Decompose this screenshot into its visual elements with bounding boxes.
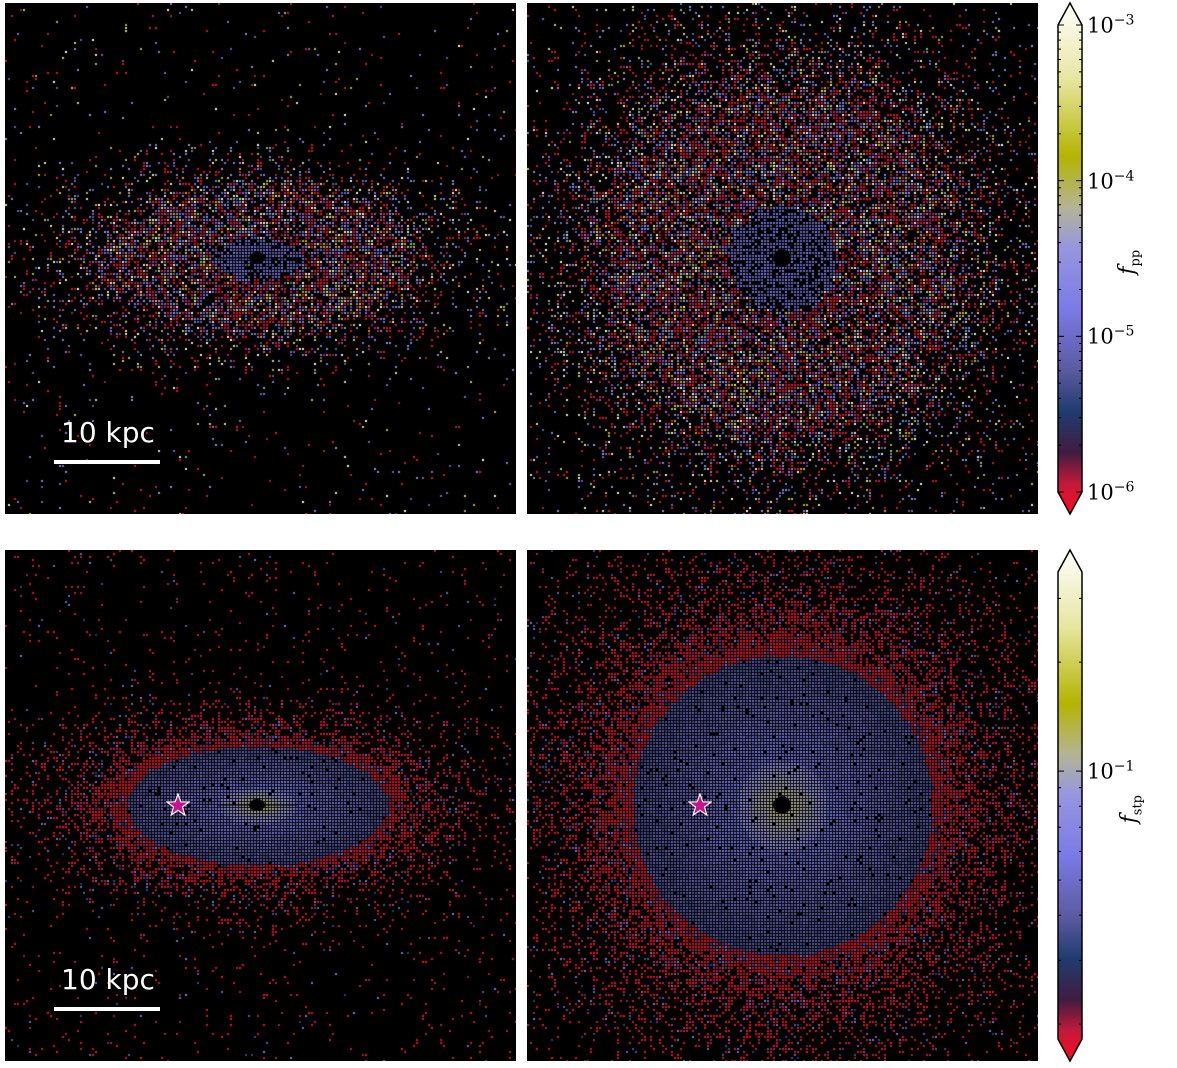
colorbar-bottom-gradient — [1057, 548, 1083, 1063]
colorbar-top: 10−3 10−4 10−5 10−6 fpp — [1055, 0, 1175, 520]
colorbar-tick-label: 10−4 — [1087, 168, 1135, 194]
galaxy-map-top-right — [527, 3, 1038, 514]
colorbar-tick-label: 10−1 — [1087, 758, 1135, 784]
galaxy-map-top-left: 10 kpc — [5, 3, 516, 514]
scale-bar-label: 10 kpc — [61, 963, 155, 996]
galaxy-image — [527, 550, 1038, 1061]
galaxy-image — [5, 550, 516, 1061]
colorbar-top-gradient — [1057, 1, 1083, 516]
galaxy-image — [5, 3, 516, 514]
scale-bar-label: 10 kpc — [61, 416, 155, 449]
galaxy-map-bottom-right — [527, 550, 1038, 1061]
colorbar-bottom-label: fstp — [1116, 795, 1146, 824]
colorbar-tick-label: 10−5 — [1087, 323, 1135, 349]
colorbar-top-label: fpp — [1115, 249, 1144, 275]
star-marker-icon — [688, 793, 712, 817]
colorbar-tick-label: 10−6 — [1087, 479, 1135, 505]
scale-bar — [54, 460, 160, 464]
star-marker-icon — [166, 793, 190, 817]
colorbar-bottom: 10−1 fstp — [1055, 547, 1175, 1067]
galaxy-map-bottom-left: 10 kpc — [5, 550, 516, 1061]
colorbar-tick-label: 10−3 — [1087, 12, 1135, 38]
galaxy-image — [527, 3, 1038, 514]
scale-bar — [54, 1007, 160, 1011]
